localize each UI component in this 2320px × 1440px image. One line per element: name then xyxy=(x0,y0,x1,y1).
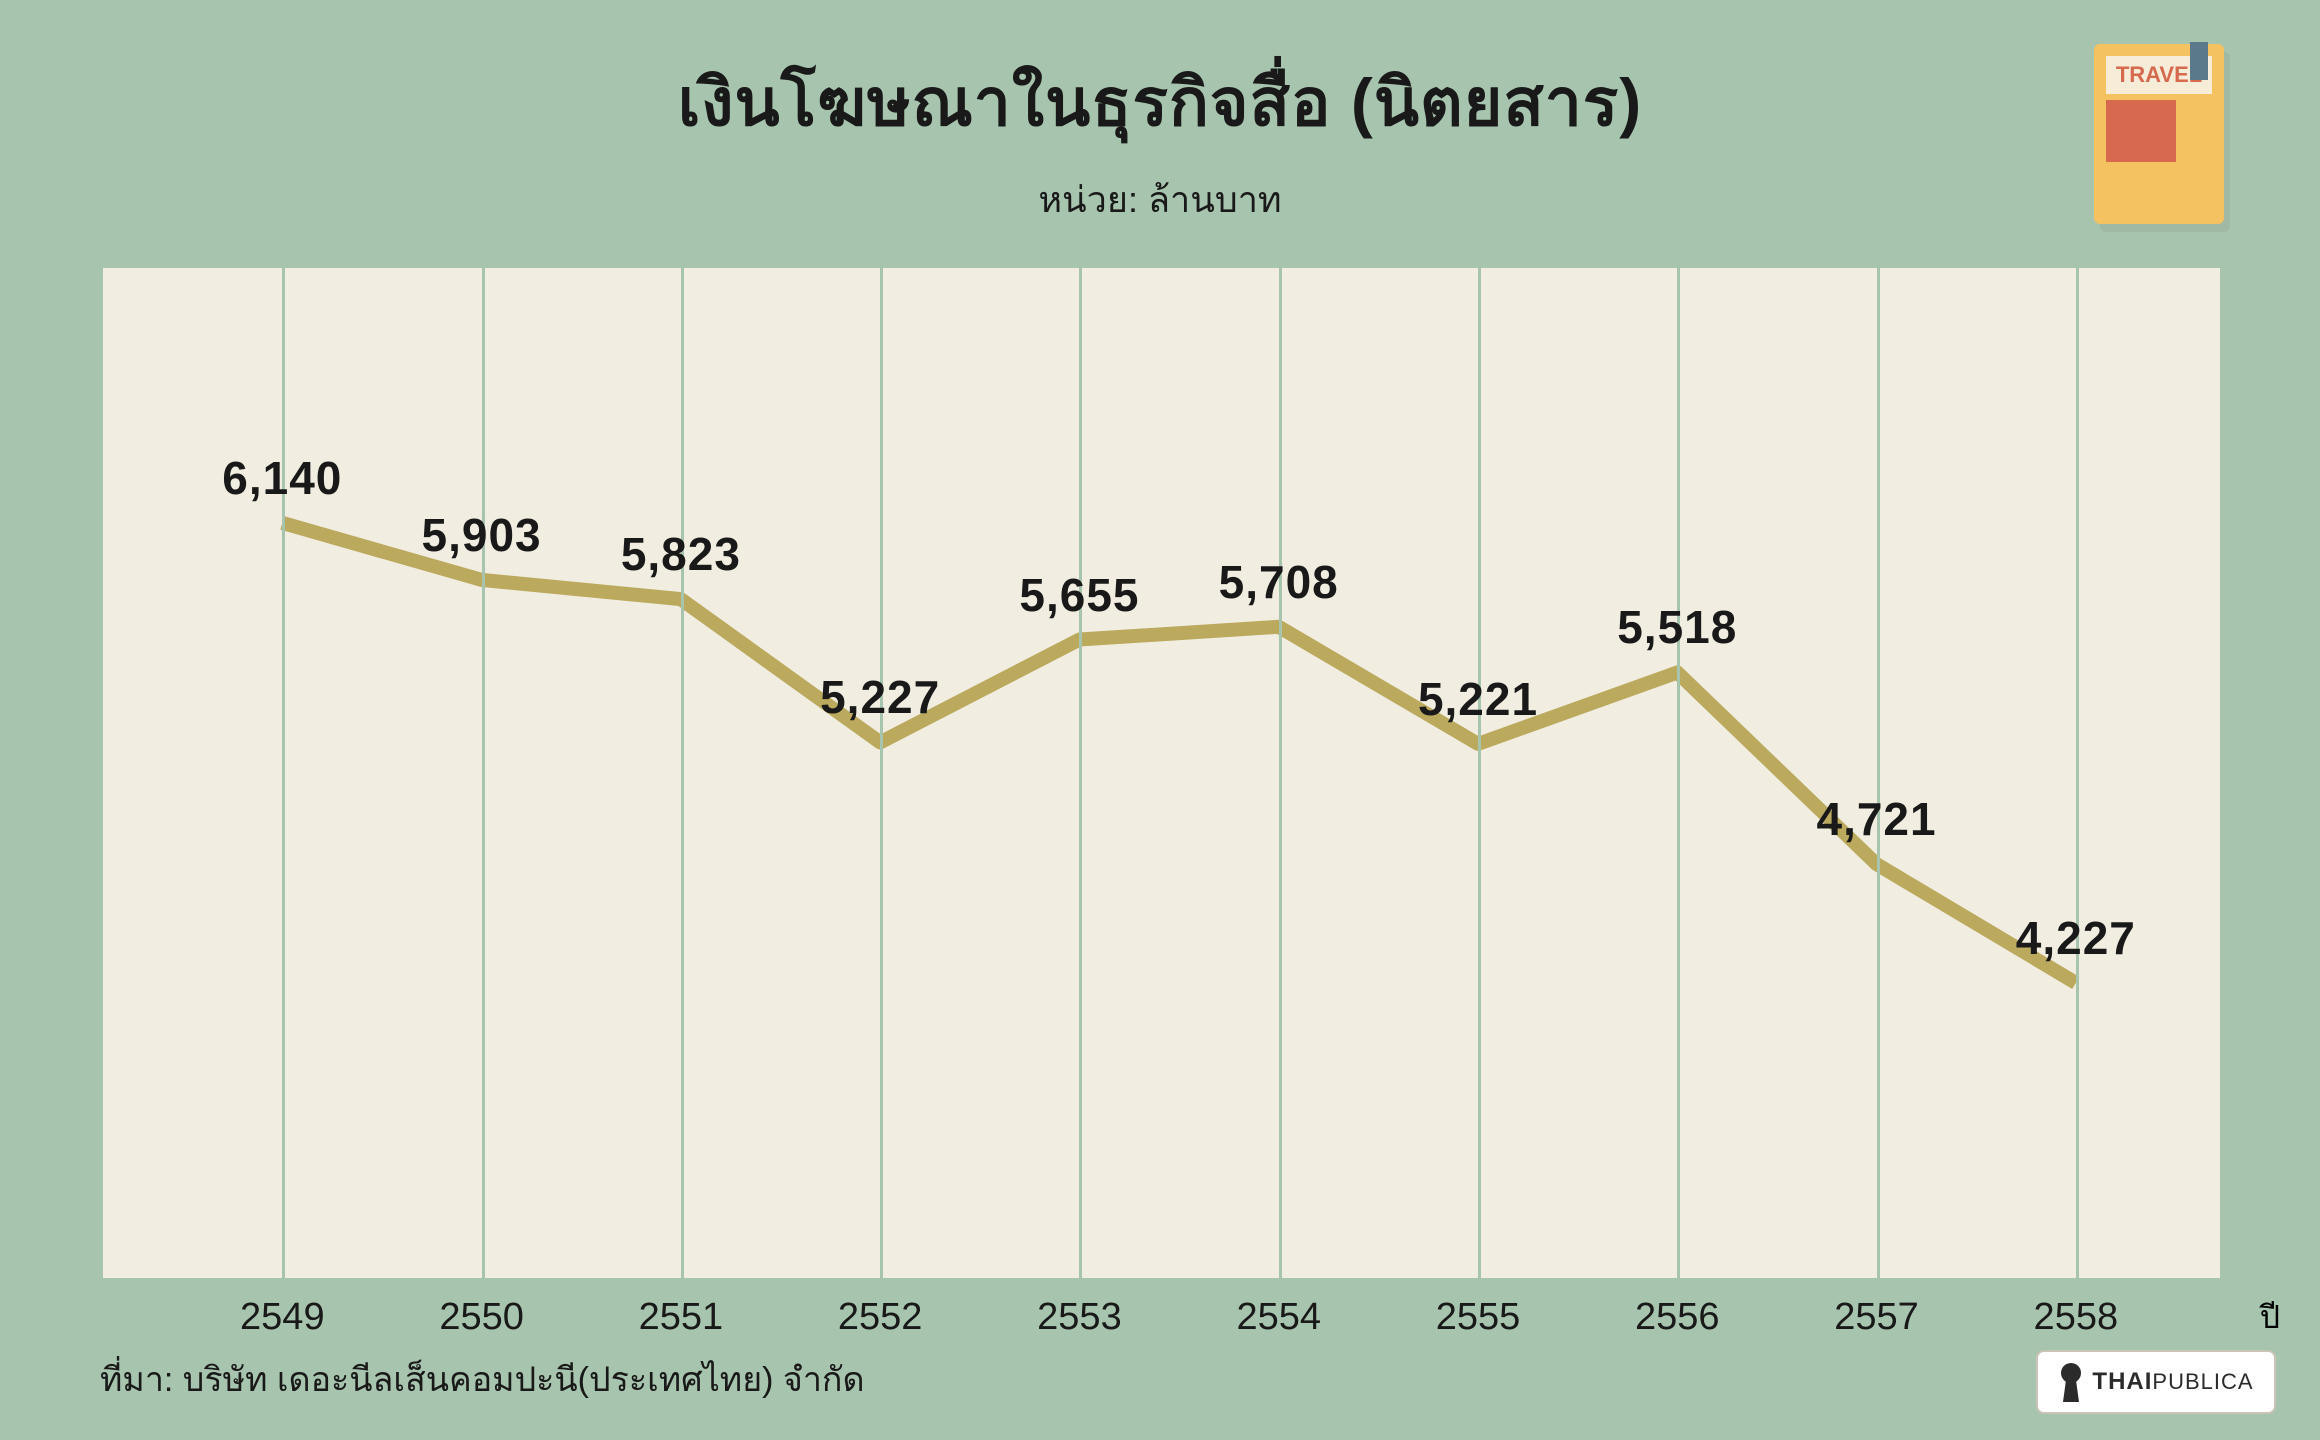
x-tick-label: 2557 xyxy=(1834,1296,1919,1339)
keyhole-icon xyxy=(2058,1360,2084,1404)
icon-book-panel xyxy=(2106,100,2176,162)
x-axis-labels: ปี 2549255025512552255325542555255625572… xyxy=(100,1296,2220,1346)
grid-line xyxy=(1677,268,1680,1278)
grid-line xyxy=(2076,268,2079,1278)
logo-thai: THAI xyxy=(2092,1368,2152,1395)
grid-line xyxy=(100,268,103,1278)
logo-publica: PUBLICA xyxy=(2152,1369,2253,1394)
grid-line xyxy=(1279,268,1282,1278)
x-tick-label: 2556 xyxy=(1635,1296,1720,1339)
data-point-label: 5,903 xyxy=(422,508,542,562)
grid-line xyxy=(282,268,285,1278)
x-tick-label: 2555 xyxy=(1436,1296,1521,1339)
x-tick-label: 2550 xyxy=(439,1296,524,1339)
x-tick-label: 2558 xyxy=(2034,1296,2119,1339)
chart-plot-area: 6,140 5,903 5,823 5,227 5,655 5,708 5,221 5,518… xyxy=(100,268,2220,1278)
grid-line xyxy=(482,268,485,1278)
magazine-icon: TRAVEL xyxy=(2090,42,2240,237)
x-tick-label: 2552 xyxy=(838,1296,923,1339)
grid-line xyxy=(880,268,883,1278)
data-point-label: 6,140 xyxy=(222,451,342,505)
data-point-label: 5,518 xyxy=(1617,600,1737,654)
chart-subtitle: หน่วย: ล้านบาท xyxy=(100,171,2220,228)
grid-line xyxy=(1877,268,1880,1278)
data-point-label: 5,655 xyxy=(1019,568,1139,622)
grid-line xyxy=(1478,268,1481,1278)
chart-title: เงินโฆษณาในธุรกิจสื่อ (นิตยสาร) xyxy=(100,50,2220,155)
grid-line xyxy=(681,268,684,1278)
x-tick-label: 2549 xyxy=(240,1296,325,1339)
data-point-label: 4,721 xyxy=(1816,792,1936,846)
data-point-label: 4,227 xyxy=(2016,911,2136,965)
data-line xyxy=(282,523,2076,983)
data-point-label: 5,823 xyxy=(621,527,741,581)
x-tick-label: 2551 xyxy=(639,1296,724,1339)
data-point-label: 5,227 xyxy=(820,670,940,724)
logo-text-group: THAIPUBLICA xyxy=(2092,1368,2253,1396)
grid-line xyxy=(1079,268,1082,1278)
line-chart-svg xyxy=(100,268,2220,1278)
x-tick-label: 2554 xyxy=(1236,1296,1321,1339)
thaipublica-logo: THAIPUBLICA xyxy=(2036,1350,2276,1414)
grid-line xyxy=(2220,268,2223,1278)
source-text: ที่มา: บริษัท เดอะนีลเส็นคอมปะนี(ประเทศไ… xyxy=(100,1352,865,1406)
x-tick-label: 2553 xyxy=(1037,1296,1122,1339)
data-point-label: 5,221 xyxy=(1418,672,1538,726)
icon-bookmark xyxy=(2190,42,2208,80)
chart-container: เงินโฆษณาในธุรกิจสื่อ (นิตยสาร) หน่วย: ล… xyxy=(0,0,2320,1440)
icon-book-text: TRAVEL xyxy=(2116,62,2202,87)
data-point-label: 5,708 xyxy=(1219,555,1339,609)
x-axis-title: ปี xyxy=(2260,1292,2280,1343)
